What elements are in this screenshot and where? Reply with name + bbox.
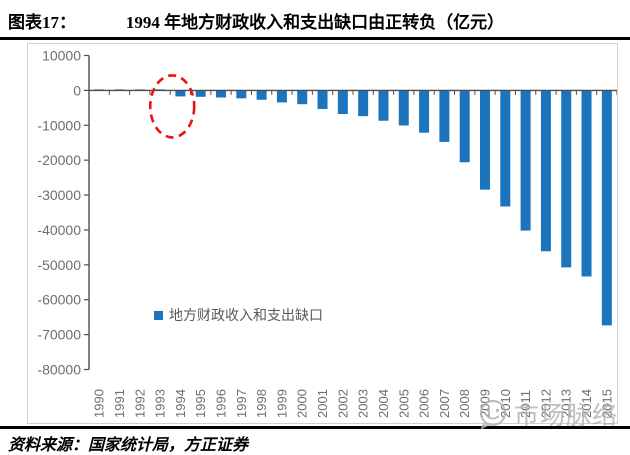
bar-1997 bbox=[236, 90, 247, 99]
bar-2006 bbox=[419, 90, 430, 133]
x-tick-label: 2010 bbox=[498, 389, 513, 418]
x-tick-label: 1992 bbox=[132, 389, 147, 418]
x-tick-label: 2001 bbox=[315, 389, 330, 418]
header-divider bbox=[0, 37, 630, 40]
bar-2014 bbox=[581, 90, 592, 277]
x-tick-label: 1994 bbox=[173, 389, 188, 418]
x-tick-label: 2013 bbox=[559, 389, 574, 418]
x-tick-label: 2007 bbox=[437, 389, 452, 418]
x-tick-label: 1999 bbox=[274, 389, 289, 418]
bar-2004 bbox=[378, 90, 389, 121]
y-tick-label: -60000 bbox=[37, 292, 81, 308]
bar-1995 bbox=[195, 90, 206, 97]
y-tick-label: -80000 bbox=[37, 362, 81, 378]
bar-2001 bbox=[317, 90, 328, 109]
bar-1996 bbox=[216, 90, 226, 98]
x-tick-label: 1998 bbox=[254, 389, 269, 418]
y-tick-label: -40000 bbox=[37, 222, 81, 238]
y-tick-label: -30000 bbox=[37, 187, 81, 203]
page-title: 1994 年地方财政收入和支出缺口由正转负（亿元） bbox=[125, 13, 505, 32]
bar-1994 bbox=[175, 90, 186, 97]
y-tick-label: -20000 bbox=[37, 152, 81, 168]
x-tick-label: 2003 bbox=[356, 389, 371, 418]
bar-2013 bbox=[561, 90, 572, 268]
bar-2012 bbox=[540, 90, 551, 252]
y-tick-label: -10000 bbox=[37, 117, 81, 133]
x-tick-label: 2006 bbox=[417, 389, 432, 418]
chart-header: 图表17： 1994 年地方财政收入和支出缺口由正转负（亿元） bbox=[0, 6, 630, 36]
y-tick-label: 0 bbox=[73, 82, 81, 98]
bar-2007 bbox=[439, 90, 450, 142]
bar-2005 bbox=[398, 90, 409, 126]
x-tick-label: 2000 bbox=[295, 389, 310, 418]
chart-area: 10000 0 -10000 -20000 -30000 -40000 -50000 -600… bbox=[27, 43, 618, 424]
figure-number-label: 图表17： bbox=[8, 13, 76, 32]
bar-1998 bbox=[256, 90, 267, 100]
x-tick-label: 1993 bbox=[153, 389, 168, 418]
footer-divider bbox=[0, 426, 630, 429]
bar-2008 bbox=[459, 90, 470, 163]
chart-legend: 地方财政收入和支出缺口 bbox=[154, 305, 323, 325]
x-tick-label: 1995 bbox=[193, 389, 208, 418]
x-tick-label: 2012 bbox=[538, 389, 553, 418]
source-note: 资料来源：国家统计局，方正证券 bbox=[8, 437, 249, 454]
legend-label: 地方财政收入和支出缺口 bbox=[169, 307, 323, 323]
bar-2015 bbox=[601, 90, 612, 326]
bar-2009 bbox=[480, 90, 490, 190]
bar-2003 bbox=[358, 90, 369, 117]
y-tick-label: -50000 bbox=[37, 257, 81, 273]
x-tick-label: 2008 bbox=[457, 389, 472, 418]
bar-1999 bbox=[276, 90, 287, 103]
y-tick-label: -70000 bbox=[37, 327, 81, 343]
x-tick-label: 1991 bbox=[112, 389, 127, 418]
bar-2010 bbox=[500, 90, 511, 207]
bar-2000 bbox=[297, 90, 308, 105]
bar-chart-plot: 10000 0 -10000 -20000 -30000 -40000 -50000 -600… bbox=[37, 48, 617, 418]
x-tick-label: 2011 bbox=[518, 390, 533, 418]
x-tick-label: 1990 bbox=[92, 389, 107, 418]
legend-swatch-icon bbox=[154, 310, 163, 320]
bar-2011 bbox=[520, 90, 531, 231]
x-tick-label: 2002 bbox=[335, 389, 350, 418]
x-tick-label: 2005 bbox=[396, 389, 411, 418]
x-tick-label: 2015 bbox=[599, 389, 614, 418]
y-tick-label: 10000 bbox=[42, 48, 81, 64]
x-tick-label: 1996 bbox=[214, 389, 229, 418]
highlight-ellipse bbox=[148, 74, 196, 139]
bar-2002 bbox=[337, 90, 348, 114]
x-tick-label: 2014 bbox=[579, 389, 594, 418]
x-tick-label: 1997 bbox=[234, 389, 249, 418]
x-tick-label: 2004 bbox=[376, 389, 391, 418]
x-tick-label: 2009 bbox=[478, 389, 493, 418]
